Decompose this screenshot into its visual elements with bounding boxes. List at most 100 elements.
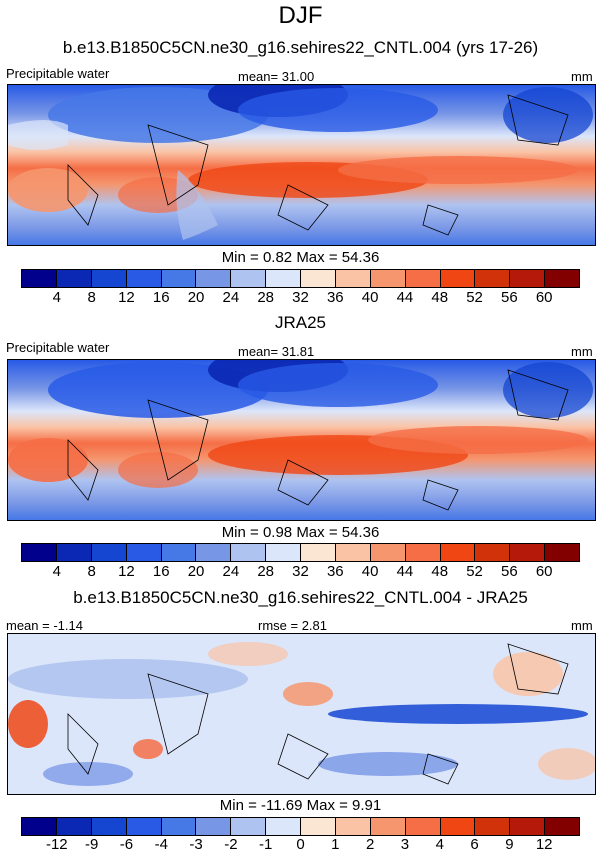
panel-1-minmax: Min = 0.82 Max = 54.36 [221, 249, 380, 266]
colorbar-swatch [335, 270, 371, 287]
colorbar-tick: 4 [52, 563, 61, 580]
colorbar-tick: 8 [87, 289, 96, 306]
colorbar-tick: 60 [535, 563, 553, 580]
colorbar-tick: 20 [187, 563, 205, 580]
colorbar-tick: 40 [361, 563, 379, 580]
colorbar-tick: 44 [396, 563, 414, 580]
colorbar-swatch [91, 544, 127, 561]
colorbar-tick: 16 [152, 563, 170, 580]
panel-3-mean-label: mean = -1.14 [6, 618, 83, 633]
colorbar-swatch [126, 818, 162, 835]
colorbar-tick: 1 [331, 836, 340, 853]
colorbar-swatch [161, 270, 197, 287]
panel-1-mean-label: mean= 31.00 [238, 69, 315, 84]
panel-2-colorbar [21, 543, 580, 562]
colorbar-tick: -6 [119, 836, 134, 853]
colorbar-tick: 28 [257, 289, 275, 306]
panel-1-variable-label: Precipitable water [6, 66, 110, 81]
colorbar-swatch [335, 818, 371, 835]
colorbar-swatch [370, 544, 406, 561]
colorbar-tick: -9 [84, 836, 99, 853]
colorbar-swatch [56, 270, 92, 287]
colorbar-swatch [545, 270, 579, 287]
colorbar-tick: 12 [118, 563, 135, 580]
colorbar-swatch [545, 544, 579, 561]
colorbar-swatch [301, 818, 336, 835]
colorbar-swatch [440, 544, 476, 561]
figure-title: DJF [278, 2, 323, 29]
colorbar-tick: -1 [259, 836, 273, 853]
colorbar-swatch [56, 818, 92, 835]
colorbar-tick: 36 [326, 563, 344, 580]
panel-3-units-label: mm [571, 618, 593, 633]
panel-3-colorbar-ticks: -12 -9 -6 -4 -3 -2 -1 0 1 2 3 4 6 9 12 [0, 836, 601, 856]
colorbar-tick: 56 [501, 289, 518, 306]
colorbar-swatch [301, 544, 336, 561]
panel-3-title: b.e13.B1850C5CN.ne30_g16.sehires22_CNTL.… [73, 588, 528, 607]
colorbar-swatch [126, 544, 162, 561]
panel-2-title: JRA25 [274, 313, 327, 332]
colorbar-tick: 12 [118, 289, 135, 306]
colorbar-swatch [56, 544, 92, 561]
colorbar-swatch [545, 818, 579, 835]
colorbar-tick: 12 [535, 836, 553, 853]
colorbar-tick: 60 [535, 289, 553, 306]
colorbar-tick: 44 [396, 289, 414, 306]
colorbar-tick: 16 [152, 289, 170, 306]
panel-2-variable-label: Precipitable water [6, 340, 110, 355]
colorbar-tick: 48 [431, 563, 449, 580]
colorbar-tick: 6 [470, 836, 479, 853]
colorbar-tick: 8 [87, 563, 96, 580]
colorbar-swatch [405, 544, 441, 561]
colorbar-tick: 32 [292, 563, 309, 580]
panel-3-field [8, 634, 595, 794]
colorbar-tick: 24 [222, 289, 240, 306]
panel-1-title: b.e13.B1850C5CN.ne30_g16.sehires22_CNTL.… [62, 38, 539, 57]
colorbar-tick: 52 [466, 289, 483, 306]
colorbar-swatch [510, 544, 546, 561]
colorbar-swatch [161, 818, 197, 835]
colorbar-tick: 28 [257, 563, 275, 580]
colorbar-swatch [510, 818, 546, 835]
colorbar-tick: -3 [189, 836, 203, 853]
colorbar-swatch [266, 270, 301, 287]
panel-2-units-label: mm [571, 344, 593, 359]
colorbar-tick: 48 [431, 289, 449, 306]
colorbar-swatch [231, 270, 267, 287]
colorbar-swatch [126, 270, 162, 287]
panel-3-colorbar [21, 817, 580, 836]
colorbar-swatch [196, 818, 232, 835]
panel-2-map [7, 359, 596, 521]
colorbar-tick: -4 [154, 836, 168, 853]
colorbar-tick: 4 [52, 289, 61, 306]
colorbar-tick: 24 [222, 563, 240, 580]
panel-2-mean-label: mean= 31.81 [238, 344, 315, 359]
panel-1-map [7, 84, 596, 246]
colorbar-tick: -2 [224, 836, 238, 853]
panel-1-colorbar [21, 269, 580, 288]
colorbar-swatch [405, 270, 441, 287]
colorbar-swatch [370, 818, 406, 835]
panel-3-minmax: Min = -11.69 Max = 9.91 [219, 797, 382, 814]
colorbar-tick: 32 [292, 289, 309, 306]
colorbar-swatch [196, 544, 232, 561]
colorbar-swatch [231, 544, 267, 561]
panel-3-rmse-label: rmse = 2.81 [258, 618, 328, 633]
colorbar-tick: 20 [187, 289, 205, 306]
colorbar-tick: -12 [45, 836, 68, 853]
colorbar-swatch [266, 818, 301, 835]
colorbar-swatch [301, 270, 336, 287]
colorbar-swatch [91, 818, 127, 835]
panel-3-map [7, 633, 596, 795]
panel-2-minmax: Min = 0.98 Max = 54.36 [221, 524, 380, 541]
panel-1-units-label: mm [571, 69, 593, 84]
colorbar-swatch [91, 270, 127, 287]
colorbar-tick: 36 [326, 289, 344, 306]
colorbar-swatch [22, 818, 57, 835]
colorbar-swatch [22, 270, 57, 287]
colorbar-tick: 4 [435, 836, 444, 853]
colorbar-swatch [231, 818, 267, 835]
colorbar-swatch [266, 544, 301, 561]
colorbar-swatch [510, 270, 546, 287]
panel-2-colorbar-ticks: 4 8 12 16 20 24 28 32 36 40 44 48 52 56 60 [0, 563, 601, 583]
